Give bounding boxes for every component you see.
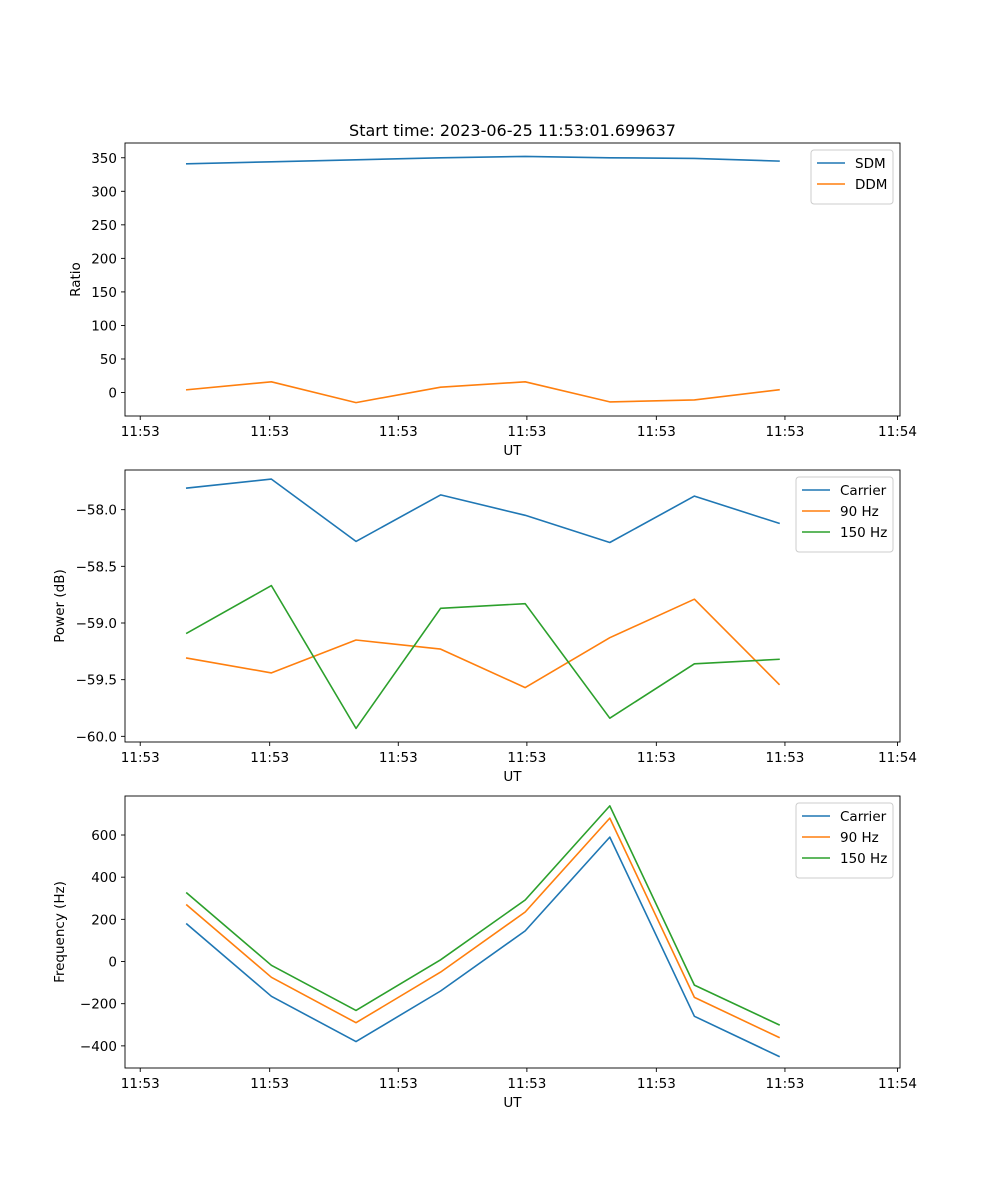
- x-tick-label: 11:53: [507, 750, 546, 766]
- axes-frame: [124, 142, 901, 417]
- x-tick-label: 11:53: [379, 424, 418, 440]
- y-tick-label: −59.5: [76, 673, 117, 689]
- y-tick-label: 300: [91, 184, 117, 200]
- y-axis-label: Power (dB): [52, 569, 68, 642]
- y-tick-label: 0: [108, 955, 117, 971]
- y-tick-label: 100: [91, 318, 117, 334]
- x-tick-label: 11:53: [637, 750, 676, 766]
- series-line-2-3: [185, 584, 780, 730]
- y-tick-label: −58.0: [76, 503, 117, 519]
- x-tick-label: 11:53: [121, 424, 160, 440]
- legend-label: DDM: [855, 177, 887, 193]
- series-line-1-1: [185, 155, 780, 165]
- series-line-2-1: [185, 478, 781, 544]
- y-tick-label: 150: [91, 285, 117, 301]
- series-line-3-1: [185, 836, 781, 1058]
- x-tick-label: 11:53: [250, 750, 289, 766]
- legend-box: [795, 802, 894, 879]
- chart-title: Start time: 2023-06-25 11:53:01.699637: [349, 121, 676, 140]
- chart-panel-1: 11:53 11:53 11:53 11:53 11:53 11:53 11:54 0 50 10…: [68, 121, 917, 459]
- series-line-2-2: [185, 598, 781, 689]
- x-tick-label: 11:53: [250, 424, 289, 440]
- x-tick-label: 11:53: [765, 750, 804, 766]
- legend-box: [795, 476, 894, 553]
- y-tick-label: 200: [91, 912, 117, 928]
- y-tick-label: −59.0: [76, 616, 117, 632]
- x-tick-label: 11:53: [121, 1076, 160, 1092]
- series-line-3-2: [185, 817, 781, 1039]
- y-tick-label: 250: [91, 218, 117, 234]
- series-line-3-3: [185, 805, 781, 1026]
- chart-panel-2: 11:53 11:53 11:53 11:53 11:53 11:53 11:54 −60.0…: [52, 469, 917, 785]
- x-tick-label: 11:54: [878, 1076, 917, 1092]
- x-tick-label: 11:53: [637, 1076, 676, 1092]
- x-tick-label: 11:54: [878, 424, 917, 440]
- x-tick-label: 11:53: [507, 1076, 546, 1092]
- legend-label: 90 Hz: [840, 830, 879, 846]
- series-line-1-2: [185, 380, 780, 404]
- y-tick-label: 350: [91, 151, 117, 167]
- x-tick-label: 11:53: [121, 750, 160, 766]
- y-axis-label: Ratio: [68, 262, 84, 297]
- x-tick-label: 11:53: [765, 1076, 804, 1092]
- legend-label: Carrier: [840, 483, 887, 499]
- y-tick-label: −58.5: [76, 559, 117, 575]
- y-tick-label: 50: [100, 352, 117, 368]
- x-tick-label: 11:53: [379, 1076, 418, 1092]
- y-tick-label: −200: [80, 997, 117, 1013]
- y-tick-label: 400: [91, 870, 117, 886]
- y-tick-label: −400: [80, 1039, 117, 1055]
- axes-frame: [124, 469, 901, 743]
- x-axis-label: UT: [503, 1095, 522, 1111]
- x-tick-label: 11:53: [379, 750, 418, 766]
- legend: Carrier 90 Hz 150 Hz: [795, 802, 894, 879]
- x-tick-label: 11:53: [507, 424, 546, 440]
- x-tick-label: 11:54: [878, 750, 917, 766]
- chart-panel-3: 11:53 11:53 11:53 11:53 11:53 11:53 11:54 −400 −…: [52, 795, 917, 1111]
- legend-label: Carrier: [840, 809, 887, 825]
- x-axis-label: UT: [503, 769, 522, 785]
- y-tick-label: −60.0: [76, 729, 117, 745]
- y-axis-label: Frequency (Hz): [52, 881, 68, 983]
- legend-label: 90 Hz: [840, 504, 879, 520]
- axes-frame: [124, 795, 901, 1069]
- x-tick-label: 11:53: [250, 1076, 289, 1092]
- x-tick-label: 11:53: [637, 424, 676, 440]
- x-axis-label: UT: [503, 443, 522, 459]
- y-tick-label: 0: [108, 386, 117, 402]
- y-tick-label: 600: [91, 828, 117, 844]
- legend: SDM DDM: [810, 149, 894, 205]
- y-tick-label: 200: [91, 251, 117, 267]
- legend-label: 150 Hz: [840, 525, 887, 541]
- legend-label: 150 Hz: [840, 851, 887, 867]
- x-tick-label: 11:53: [765, 424, 804, 440]
- legend: Carrier 90 Hz 150 Hz: [795, 476, 894, 553]
- legend-label: SDM: [855, 156, 886, 172]
